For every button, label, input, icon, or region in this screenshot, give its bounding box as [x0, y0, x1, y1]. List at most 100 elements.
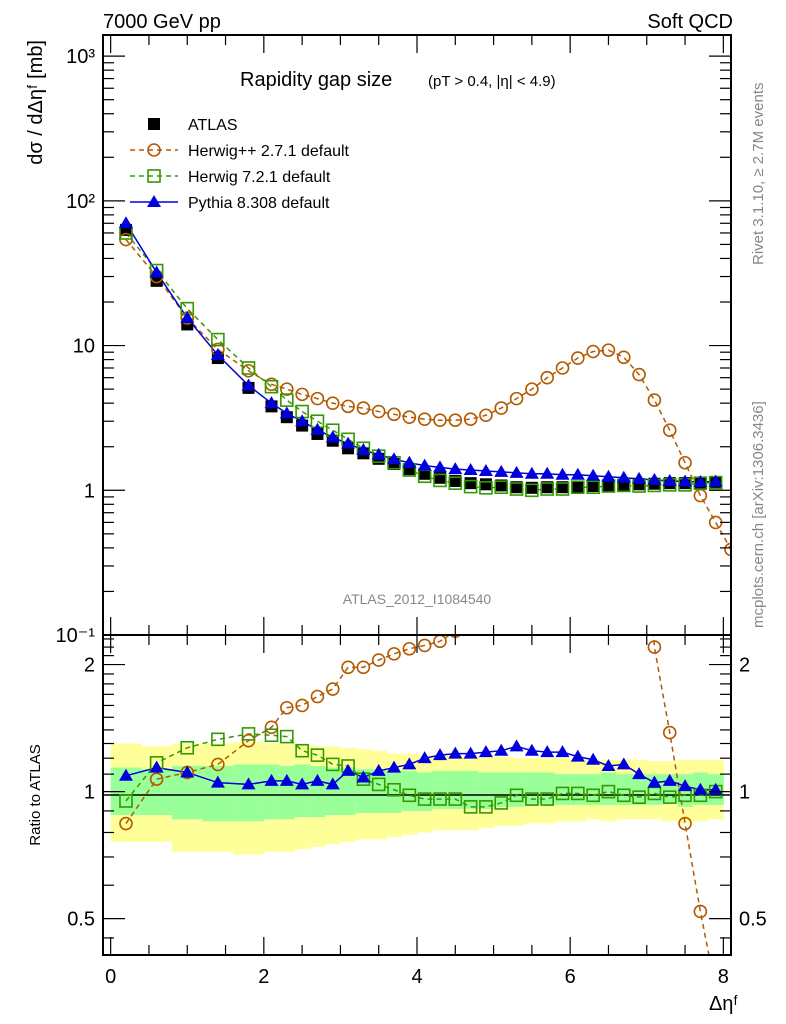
- ratio-y-tick-label: 2: [84, 655, 95, 677]
- ratio-line-herwig-7-2-1-default: [125, 733, 716, 808]
- ratio-point-pythia-8-308-default: [570, 749, 585, 762]
- ratio-point-pythia-8-308-default: [310, 773, 325, 786]
- ratio-point-herwig-7-2-1-default: [555, 786, 570, 801]
- ratio-panel-axes: 0.5 0.5 1 1 2 2 0 2 4 6 8: [67, 635, 767, 988]
- ratio-point-pythia-8-308-default: [387, 760, 402, 773]
- ratio-point-pythia-8-308-default: [118, 768, 133, 781]
- ratio-stat-uncertainty-bin: [554, 774, 571, 805]
- ratio-point-pythia-8-308-default: [662, 773, 677, 786]
- ratio-point-herwig-2-7-1-default: [511, 527, 523, 539]
- point-herwig-2-7-1-default: [724, 542, 731, 557]
- ratio-stat-uncertainty-bin: [493, 772, 510, 807]
- ratio-point-herwig-2-7-1-default: [149, 772, 164, 786]
- point-atlas: [510, 481, 523, 494]
- ratio-point-herwig-7-2-1-default: [433, 792, 447, 806]
- ratio-point-herwig-7-2-1-default: [371, 777, 386, 792]
- ratio-point-pythia-8-308-default: [325, 777, 340, 790]
- ratio-stat-uncertainty-bin: [202, 765, 234, 822]
- x-tick-label: 2: [258, 966, 269, 988]
- point-pythia-8-308-default: [601, 469, 616, 482]
- point-herwig-7-2-1-default: [211, 332, 225, 347]
- header-category-label: Soft QCD: [647, 11, 733, 33]
- point-pythia-8-308-default: [478, 463, 493, 476]
- ratio-point-herwig-7-2-1-default: [479, 800, 493, 814]
- point-pythia-8-308-default: [356, 442, 371, 455]
- main-y-tick-label: 1: [84, 480, 95, 502]
- point-herwig-7-2-1-default: [571, 480, 585, 495]
- ratio-line-herwig-2-7-1-default: [125, 635, 710, 955]
- ratio-uncertainty-bands: [110, 742, 724, 855]
- ratio-point-pythia-8-308-default: [678, 779, 693, 792]
- ratio-point-herwig-7-2-1-default: [119, 794, 133, 808]
- ratio-point-pythia-8-308-default: [693, 782, 708, 795]
- point-herwig-2-7-1-default: [571, 351, 585, 365]
- ratio-point-herwig-2-7-1-default: [557, 437, 569, 449]
- ratio-point-herwig-2-7-1-default: [647, 640, 662, 654]
- ratio-point-pythia-8-308-default: [341, 763, 356, 776]
- ratio-point-herwig-7-2-1-default: [586, 788, 600, 803]
- x-tick-label: 6: [565, 966, 576, 988]
- point-pythia-8-308-default: [463, 463, 478, 476]
- ratio-point-pythia-8-308-default: [616, 757, 631, 770]
- main-chart-subtitle: (pT > 0.4, |η| < 4.9): [428, 73, 556, 90]
- ratio-point-pythia-8-308-default: [210, 775, 225, 788]
- ratio-point-herwig-2-7-1-default: [417, 638, 432, 653]
- legend: ATLAS Herwig++ 2.7.1 default Herwig 7.2.1 …: [130, 117, 350, 212]
- point-pythia-8-308-default: [279, 406, 294, 419]
- point-pythia-8-308-default: [417, 458, 432, 471]
- point-pythia-8-308-default: [662, 473, 677, 486]
- ratio-point-pythia-8-308-default: [632, 767, 647, 780]
- point-pythia-8-308-default: [678, 474, 693, 487]
- x-tick-label: 8: [718, 966, 729, 988]
- point-herwig-7-2-1-default: [448, 476, 463, 490]
- point-pythia-8-308-default: [540, 466, 555, 479]
- mcplots-source-label: mcplots.cern.ch [arXiv:1306.3436]: [750, 401, 767, 628]
- point-herwig-2-7-1-default: [586, 344, 600, 359]
- point-pythia-8-308-default: [180, 311, 195, 324]
- point-atlas: [587, 480, 600, 493]
- ratio-point-herwig-7-2-1-default: [241, 727, 256, 741]
- point-herwig-7-2-1-default: [241, 361, 256, 375]
- point-atlas: [479, 478, 492, 491]
- ratio-point-herwig-7-2-1-default: [494, 796, 509, 810]
- point-herwig-2-7-1-default: [295, 387, 309, 402]
- ratio-point-pythia-8-308-default: [494, 743, 509, 756]
- point-herwig-7-2-1-default: [586, 480, 600, 495]
- ratio-y-tick-label: 1: [84, 782, 95, 804]
- point-atlas: [495, 479, 508, 492]
- point-pythia-8-308-default: [387, 452, 402, 465]
- ratio-point-pythia-8-308-default: [524, 743, 539, 756]
- ratio-point-herwig-2-7-1-default: [587, 391, 599, 403]
- line-herwig-2-7-1-default: [125, 239, 731, 550]
- ratio-stat-uncertainty-bin: [417, 772, 433, 811]
- point-herwig-2-7-1-default: [479, 408, 493, 423]
- ratio-point-pythia-8-308-default: [601, 758, 616, 771]
- point-herwig-2-7-1-default: [540, 370, 554, 385]
- ratio-point-herwig-7-2-1-default: [540, 792, 554, 806]
- ratio-stat-uncertainty-bin: [600, 772, 617, 805]
- point-herwig-2-7-1-default: [708, 515, 723, 530]
- ratio-point-herwig-7-2-1-default: [180, 740, 195, 755]
- ratio-point-herwig-2-7-1-default: [693, 904, 708, 919]
- point-herwig-2-7-1-default: [509, 391, 524, 406]
- point-herwig-2-7-1-default: [433, 413, 447, 428]
- ratio-point-pythia-8-308-default: [432, 748, 447, 761]
- ratio-point-herwig-2-7-1-default: [618, 414, 630, 426]
- ratio-point-herwig-7-2-1-default: [417, 792, 432, 806]
- ratio-stat-uncertainty-bin: [263, 764, 280, 820]
- legend-marker-atlas: [148, 118, 160, 130]
- point-herwig-2-7-1-default: [280, 382, 294, 396]
- point-atlas: [602, 479, 615, 492]
- point-herwig-2-7-1-default: [387, 407, 401, 422]
- point-pythia-8-308-default: [448, 462, 463, 475]
- point-herwig-7-2-1-default: [509, 482, 524, 496]
- point-pythia-8-308-default: [632, 471, 647, 484]
- ratio-point-herwig-7-2-1-default: [632, 790, 646, 804]
- ratio-point-herwig-7-2-1-default: [463, 800, 478, 814]
- point-herwig-2-7-1-default: [662, 423, 677, 438]
- ratio-point-herwig-7-2-1-default: [448, 792, 463, 806]
- ratio-y-axis-label: Ratio to ATLAS: [27, 744, 44, 845]
- main-y-tick-label: 10³: [66, 46, 95, 68]
- ratio-point-pythia-8-308-default: [463, 746, 478, 759]
- ratio-y-tick-label: 0.5: [67, 909, 95, 931]
